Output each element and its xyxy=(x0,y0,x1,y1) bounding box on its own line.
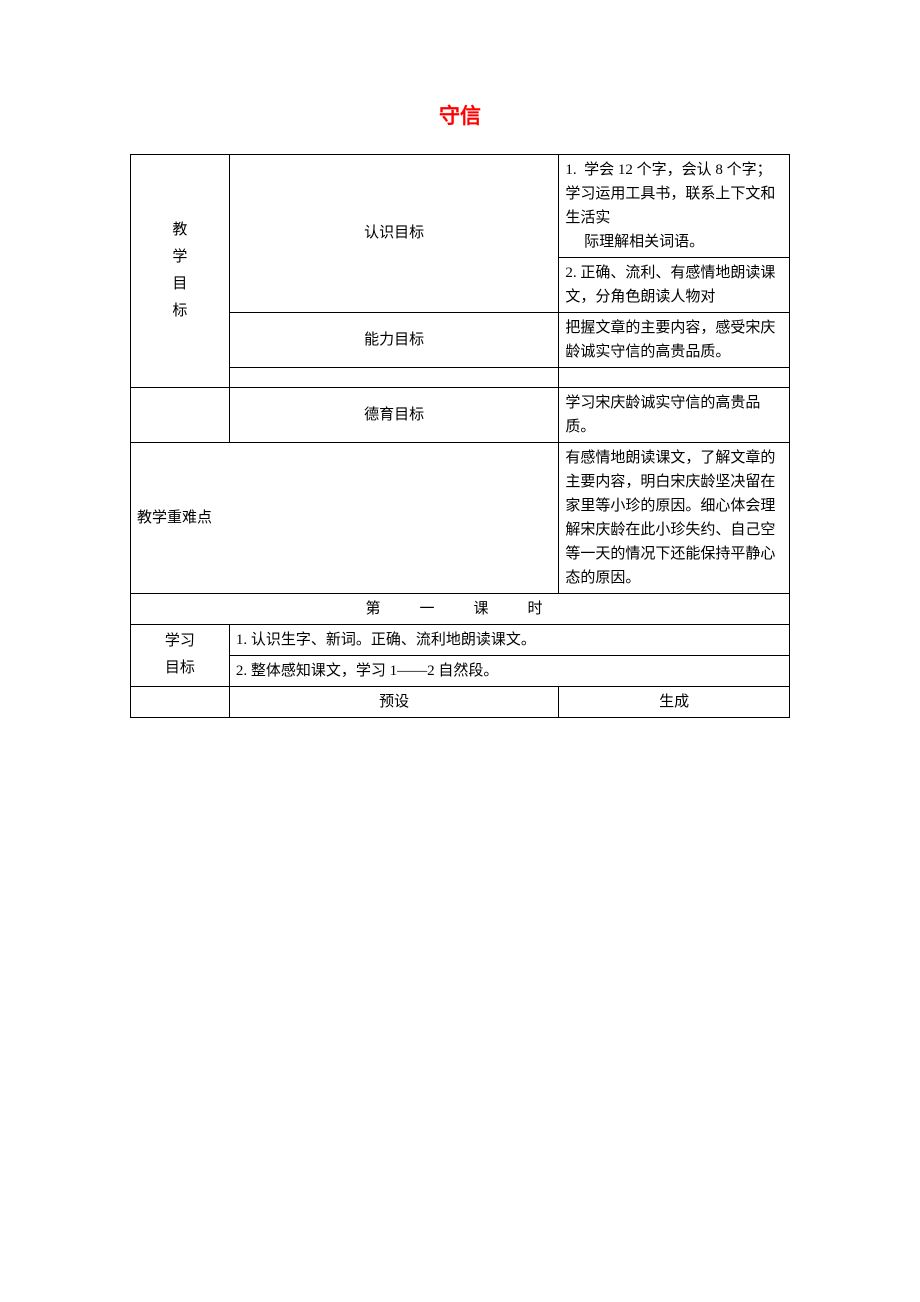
study-goal-label: 学习目标 xyxy=(131,624,230,686)
study-goal-text: 学习目标 xyxy=(165,633,195,676)
cognition-item2: 2. 正确、流利、有感情地朗读课文，分角色朗读人物对 xyxy=(559,257,790,312)
document-title: 守信 xyxy=(130,100,790,134)
empty-cell xyxy=(229,367,559,387)
empty-content-cell xyxy=(559,367,790,387)
cognition-label: 认识目标 xyxy=(229,154,559,312)
ability-content: 把握文章的主要内容，感受宋庆龄诚实守信的高贵品质。 xyxy=(559,312,790,367)
ability-goal-row: 能力目标 把握文章的主要内容，感受宋庆龄诚实守信的高贵品质。 xyxy=(131,312,790,367)
study-goal-row2: 2. 整体感知课文，学习 1——2 自然段。 xyxy=(131,655,790,686)
moral-label: 德育目标 xyxy=(229,387,559,442)
preset-label: 预设 xyxy=(229,686,559,717)
study-goal-item2: 2. 整体感知课文，学习 1——2 自然段。 xyxy=(229,655,789,686)
section-title: 第 一 课 时 xyxy=(131,593,790,624)
section-title-row: 第 一 课 时 xyxy=(131,593,790,624)
ability-label: 能力目标 xyxy=(229,312,559,367)
spacer-cell xyxy=(131,387,230,442)
moral-goal-row: 德育目标 学习宋庆龄诚实守信的高贵品质。 xyxy=(131,387,790,442)
study-goal-item1: 1. 认识生字、新词。正确、流利地朗读课文。 xyxy=(229,624,789,655)
footer-row: 预设 生成 xyxy=(131,686,790,717)
cognition-item1-text: 1. 学会 12 个字，会认 8 个字；学习运用工具书，联系上下文和生活实 际理… xyxy=(565,162,775,250)
difficulty-label: 教学重难点 xyxy=(131,442,559,593)
study-goal-row1: 学习目标 1. 认识生字、新词。正确、流利地朗读课文。 xyxy=(131,624,790,655)
teaching-goal-label: 教学目标 xyxy=(131,154,230,387)
cognition-goal-row: 教学目标 认识目标 1. 学会 12 个字，会认 8 个字；学习运用工具书，联系… xyxy=(131,154,790,257)
footer-empty xyxy=(131,686,230,717)
lesson-plan-table: 教学目标 认识目标 1. 学会 12 个字，会认 8 个字；学习运用工具书，联系… xyxy=(130,154,790,718)
difficulty-row: 教学重难点 有感情地朗读课文，了解文章的主要内容，明白宋庆龄坚决留在家里等小珍的… xyxy=(131,442,790,593)
generate-label: 生成 xyxy=(559,686,790,717)
difficulty-content: 有感情地朗读课文，了解文章的主要内容，明白宋庆龄坚决留在家里等小珍的原因。细心体… xyxy=(559,442,790,593)
moral-content: 学习宋庆龄诚实守信的高贵品质。 xyxy=(559,387,790,442)
cognition-item1: 1. 学会 12 个字，会认 8 个字；学习运用工具书，联系上下文和生活实 际理… xyxy=(559,154,790,257)
empty-row xyxy=(131,367,790,387)
vertical-text: 教学目标 xyxy=(172,222,187,319)
